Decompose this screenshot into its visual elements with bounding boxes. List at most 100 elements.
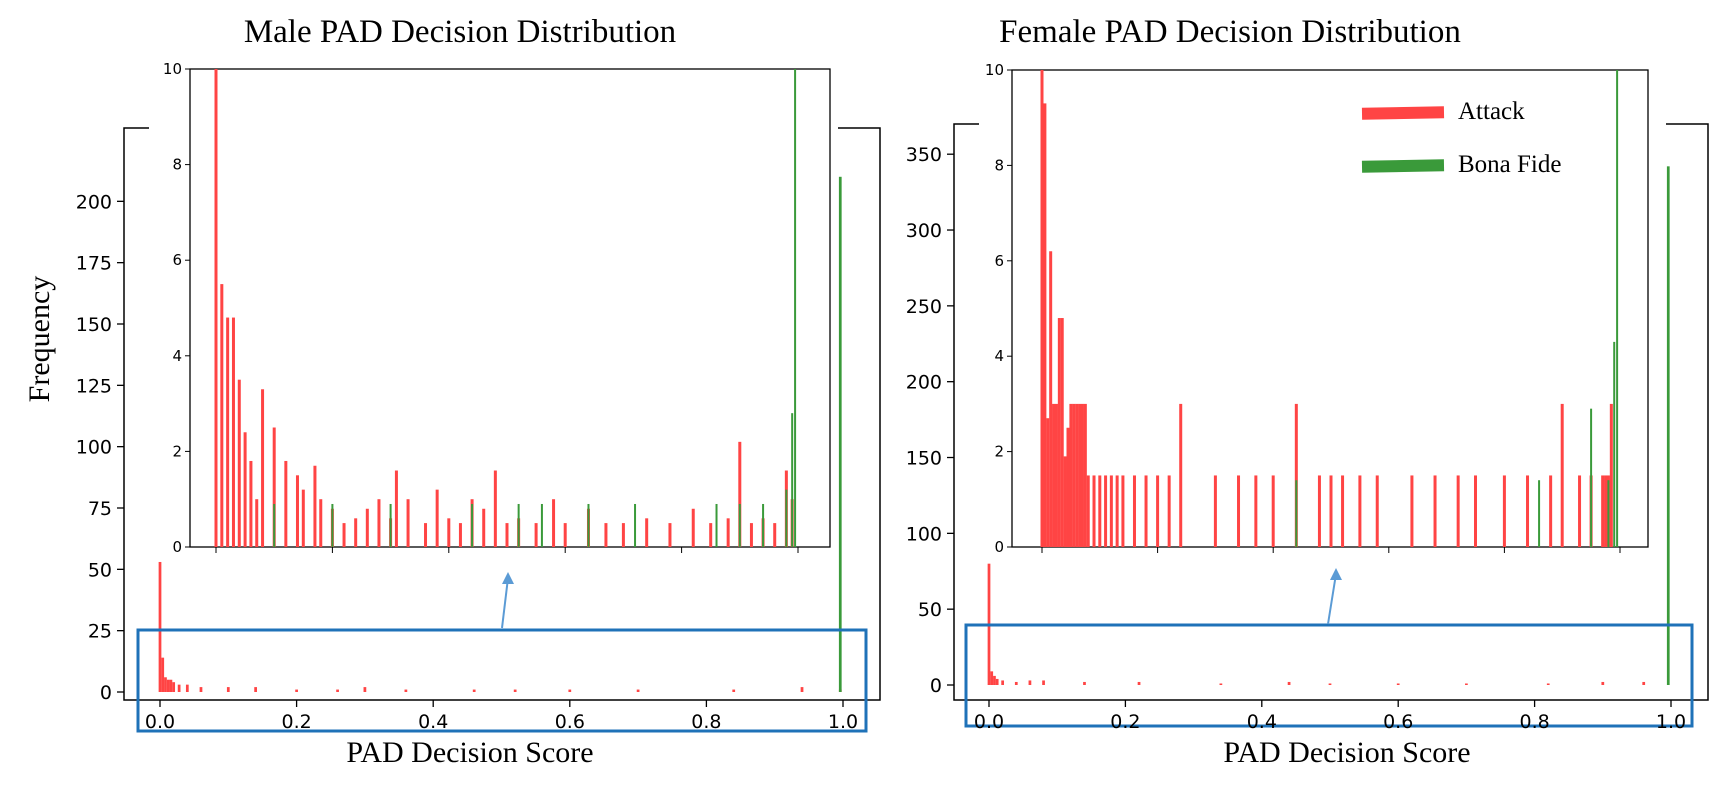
left-inset-bar-attack xyxy=(621,523,625,547)
left-inset-bar-attack xyxy=(295,475,299,547)
right-inset-bar-attack xyxy=(1132,475,1136,547)
right-bar-attack xyxy=(1028,680,1032,685)
left-inset-bar-attack xyxy=(237,379,241,547)
left-y-tick-label: 100 xyxy=(76,437,112,459)
right-x-axis-label: PAD Decision Score xyxy=(1223,736,1471,769)
right-inset xyxy=(1007,69,1649,553)
left-y-tick-label: 200 xyxy=(76,191,112,213)
legend xyxy=(1361,106,1445,173)
right-inset-y-tick-label: 6 xyxy=(994,252,1004,270)
left-x-tick-label: 1.0 xyxy=(828,711,858,733)
right-inset-bar-attack xyxy=(1104,475,1108,547)
right-inset-bar-attack xyxy=(1052,403,1056,547)
left-x-tick-label: 0.2 xyxy=(281,711,311,733)
right-inset-bar-attack xyxy=(1086,475,1090,547)
left-bar-attack xyxy=(363,687,367,692)
right-x-tick-label: 1.0 xyxy=(1656,711,1686,733)
left-inset-bar-bona-fide xyxy=(762,503,765,547)
left-inset-bar-attack xyxy=(482,508,486,547)
left-bar-attack xyxy=(336,689,339,692)
legend-swatch-attack xyxy=(1361,106,1445,120)
left-bar-attack xyxy=(185,684,189,692)
right-inset-bar-attack xyxy=(1410,475,1414,547)
left-inset-bar-attack xyxy=(226,317,230,547)
right-inset-bar-attack xyxy=(1317,475,1321,547)
left-inset-bar-attack xyxy=(645,518,649,547)
right-inset-bar-attack xyxy=(1069,403,1073,547)
right-inset-bar-bona-fide xyxy=(1538,480,1541,547)
left-bar-attack xyxy=(404,689,408,692)
left-y-tick-label: 125 xyxy=(76,375,112,397)
right-inset-bar-attack xyxy=(1078,403,1082,547)
left-y-tick-label: 0 xyxy=(100,682,112,704)
right-inset-bar-attack xyxy=(1601,475,1605,547)
right-bar-attack xyxy=(1328,683,1332,685)
left-inset-bar-bona-fide xyxy=(634,503,637,547)
right-inset-bar-attack xyxy=(1433,475,1437,547)
left-inset-bar-attack xyxy=(668,523,672,547)
left-inset-bar-attack xyxy=(313,465,317,547)
right-inset-bar-attack xyxy=(1456,475,1460,547)
right-y-tick-label: 150 xyxy=(906,448,942,470)
left-inset-y-tick-label: 4 xyxy=(172,347,182,365)
right-inset-bar-attack xyxy=(1213,475,1217,547)
right-bar-attack xyxy=(1465,683,1468,685)
right-zoom-arrowhead xyxy=(1330,568,1342,580)
right-inset-bar-attack xyxy=(1609,403,1613,547)
left-inset-bar-bona-fide xyxy=(785,489,788,547)
right-inset-bar-attack xyxy=(1237,475,1241,547)
left-inset-bar-attack xyxy=(354,518,358,547)
right-inset-bar-attack xyxy=(1121,475,1125,547)
right-y-tick-label: 250 xyxy=(906,296,942,318)
left-inset-y-tick-label: 6 xyxy=(172,251,182,269)
left-inset-y-tick-label: 2 xyxy=(172,442,182,460)
left-y-tick-label: 25 xyxy=(88,621,112,643)
left-x-tick-label: 0.4 xyxy=(418,711,448,733)
left-bar-attack xyxy=(164,677,167,692)
left-x-tick-label: 0.8 xyxy=(691,711,721,733)
right-bar-attack xyxy=(1137,681,1141,685)
left-inset-bar-attack xyxy=(394,470,398,547)
left-inset-bar-attack xyxy=(249,460,253,547)
left-bar-attack xyxy=(254,687,257,692)
left-inset-bar-bona-fide xyxy=(794,69,797,547)
right-bar-attack xyxy=(1396,683,1400,685)
right-inset-bar-bona-fide xyxy=(1616,70,1619,547)
right-inset-bar-attack xyxy=(1474,475,1477,547)
left-bar-attack xyxy=(568,689,572,692)
right-inset-bar-attack xyxy=(1549,475,1553,547)
left-x-axis-label: PAD Decision Score xyxy=(346,736,594,769)
right-zoom-region-box xyxy=(964,623,1694,728)
right-inset-bar-attack xyxy=(1294,403,1298,547)
left-bar-attack xyxy=(226,687,230,692)
right-bar-attack xyxy=(1287,681,1291,685)
right-bar-attack xyxy=(1083,681,1086,685)
left-inset-bar-attack xyxy=(447,518,451,547)
left-inset-bar-attack xyxy=(214,69,218,547)
left-bar-attack xyxy=(636,689,640,692)
right-bar-bona-fide xyxy=(1666,166,1670,686)
right-inset-bar-attack xyxy=(1341,475,1345,547)
right-inset-y-tick-label: 2 xyxy=(994,443,1004,461)
right-inset-bar-bona-fide xyxy=(1590,408,1593,547)
left-inset-bar-attack xyxy=(377,499,381,547)
left-inset-bar-attack xyxy=(458,523,462,547)
right-inset-bar-attack xyxy=(1054,403,1058,547)
left-inset-bar-attack xyxy=(749,523,753,547)
right-inset-bar-bona-fide xyxy=(1613,341,1616,547)
right-y-tick-label: 50 xyxy=(918,599,942,621)
right-chart-title: Female PAD Decision Distribution xyxy=(999,14,1461,50)
right-y-tick-label: 100 xyxy=(906,523,942,545)
right-inset-bar-attack xyxy=(1329,475,1333,547)
right-inset-bar-attack xyxy=(1075,403,1079,547)
left-inset-bar-attack xyxy=(505,523,509,547)
left-inset-bar-attack xyxy=(319,499,323,547)
left-axes-frame xyxy=(123,127,881,701)
left-bar-attack xyxy=(513,689,517,692)
right-y-tick-label: 200 xyxy=(906,372,942,394)
right-inset-bar-bona-fide xyxy=(1295,480,1298,547)
left-inset-bar-attack xyxy=(552,499,556,547)
right-inset-bar-attack xyxy=(1060,318,1064,547)
left-inset-bar-attack xyxy=(220,284,224,547)
left-inset-bar-attack xyxy=(261,389,265,547)
